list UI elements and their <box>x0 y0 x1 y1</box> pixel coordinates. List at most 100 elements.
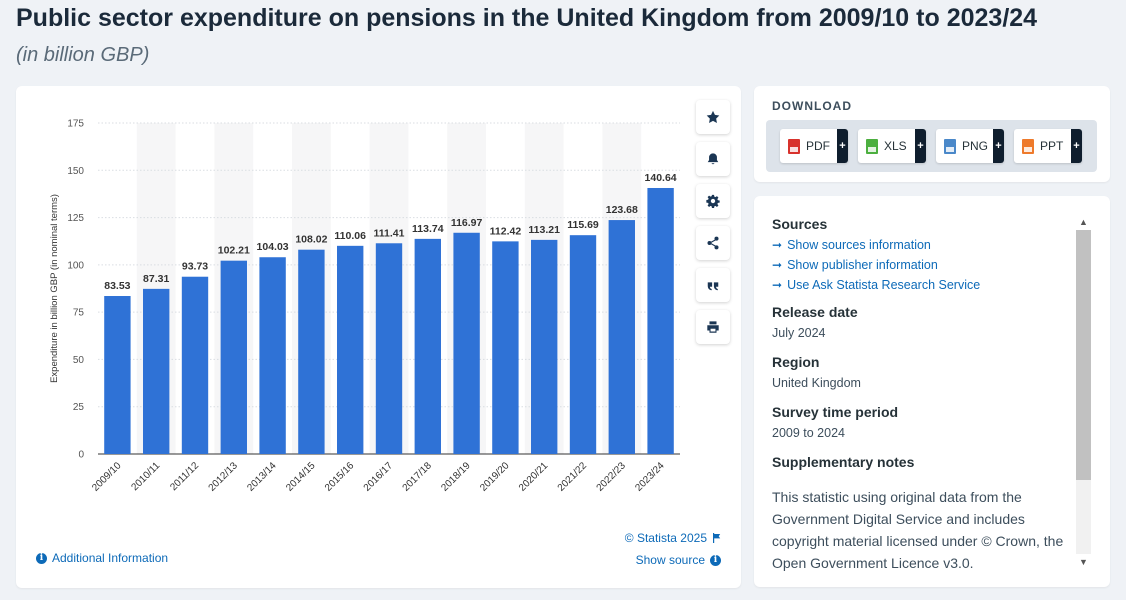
x-tick-label: 2015/16 <box>323 460 357 494</box>
survey-period-value: 2009 to 2024 <box>772 426 845 440</box>
x-tick-label: 2009/10 <box>90 460 124 494</box>
data-label: 113.74 <box>412 223 444 235</box>
show-source-text: Show source <box>635 553 705 567</box>
bar <box>104 296 131 454</box>
y-tick-label: 100 <box>67 260 84 271</box>
ask-statista-link[interactable]: ➞ Use Ask Statista Research Service <box>772 278 1067 292</box>
ppt-file-icon <box>1022 138 1034 154</box>
print-icon <box>707 321 719 333</box>
bar <box>608 220 635 454</box>
download-card: DOWNLOAD PDF + XLS + PNG + PPT + <box>754 86 1110 182</box>
scroll-up-icon[interactable]: ▲ <box>1079 217 1088 227</box>
data-label: 110.06 <box>334 230 366 242</box>
arrow-right-icon: ➞ <box>772 278 783 292</box>
region-heading: Region <box>772 354 820 370</box>
notification-button[interactable] <box>696 142 730 176</box>
quote-icon <box>707 282 719 291</box>
show-sources-link[interactable]: ➞ Show sources information <box>772 238 1067 252</box>
y-tick-label: 175 <box>67 119 84 130</box>
bar <box>337 245 364 454</box>
download-xls-button[interactable]: XLS + <box>858 129 926 163</box>
y-tick-label: 75 <box>73 308 85 319</box>
download-ppt-button[interactable]: PPT + <box>1014 129 1082 163</box>
data-label: 115.69 <box>567 219 599 231</box>
bar <box>531 239 558 454</box>
additional-information-link[interactable]: i Additional Information <box>36 551 168 565</box>
data-label: 116.97 <box>451 217 483 229</box>
share-button[interactable] <box>696 226 730 260</box>
additional-information-text: Additional Information <box>52 551 169 565</box>
page-title: Public sector expenditure on pensions in… <box>16 4 1038 32</box>
sources-heading: Sources <box>772 216 828 232</box>
download-xls-label: XLS <box>884 139 907 153</box>
data-label: 111.41 <box>374 227 405 239</box>
release-date-value: July 2024 <box>772 326 826 340</box>
x-tick-label: 2017/18 <box>401 460 435 494</box>
plus-icon: + <box>915 129 926 163</box>
chart-card: 0 25 50 75 100 125 150 175 Expenditure in billio… <box>16 86 741 588</box>
scroll-thumb[interactable] <box>1076 230 1091 480</box>
bar <box>259 257 286 454</box>
bar <box>298 249 325 454</box>
scroll-down-icon[interactable]: ▼ <box>1079 557 1088 567</box>
data-label: 104.03 <box>257 241 289 253</box>
y-tick-label: 25 <box>73 402 85 413</box>
download-heading: DOWNLOAD <box>772 99 852 113</box>
release-date-heading: Release date <box>772 304 858 320</box>
png-file-icon <box>944 138 956 154</box>
print-button[interactable] <box>696 310 730 344</box>
bar <box>647 187 674 454</box>
show-publisher-link[interactable]: ➞ Show publisher information <box>772 258 1067 272</box>
x-tick-label: 2020/21 <box>517 460 551 494</box>
bar-chart: 0 25 50 75 100 125 150 175 Expenditure in billio… <box>49 119 680 494</box>
bar <box>453 232 480 454</box>
supplementary-notes-heading: Supplementary notes <box>772 454 915 470</box>
download-png-label: PNG <box>962 139 989 153</box>
settings-button[interactable] <box>696 184 730 218</box>
bell-icon <box>707 153 719 165</box>
star-icon <box>706 110 720 123</box>
survey-period-heading: Survey time period <box>772 404 899 420</box>
x-tick-label: 2016/17 <box>362 460 396 494</box>
region-value: United Kingdom <box>772 376 861 390</box>
x-tick-label: 2023/24 <box>633 460 667 494</box>
x-tick-label: 2011/12 <box>168 460 201 493</box>
bar <box>414 238 441 454</box>
data-label: 83.53 <box>104 280 130 292</box>
y-tick-label: 150 <box>67 166 84 177</box>
arrow-right-icon: ➞ <box>772 258 783 272</box>
x-tick-label: 2013/14 <box>245 460 279 494</box>
download-pdf-button[interactable]: PDF + <box>780 129 848 163</box>
plus-icon: + <box>1071 129 1082 163</box>
pdf-file-icon <box>788 138 800 154</box>
show-source-link[interactable]: Show source i <box>636 553 721 567</box>
supplementary-notes-text: This statistic using original data from … <box>772 489 1064 571</box>
info-content: Sources ➞ Show sources information ➞ Sho… <box>772 216 1067 574</box>
bar <box>143 288 170 454</box>
download-pdf-label: PDF <box>806 139 830 153</box>
show-publisher-text: Show publisher information <box>787 258 938 272</box>
info-scrollbar[interactable]: ▲ ▼ <box>1076 216 1091 568</box>
bar <box>492 241 519 454</box>
flag-icon <box>713 533 721 543</box>
y-tick-label: 0 <box>78 450 84 461</box>
scroll-track[interactable] <box>1076 230 1091 554</box>
y-tick-label: 125 <box>67 213 84 224</box>
info-icon: i <box>36 552 47 564</box>
ask-statista-text: Use Ask Statista Research Service <box>787 278 981 292</box>
gear-icon <box>706 194 720 208</box>
x-tick-label: 2022/23 <box>595 460 629 494</box>
data-label: 140.64 <box>645 172 677 184</box>
arrow-right-icon: ➞ <box>772 238 783 252</box>
x-tick-label: 2019/20 <box>478 460 512 494</box>
x-tick-label: 2012/13 <box>207 460 241 494</box>
page-subtitle: (in billion GBP) <box>16 44 150 66</box>
bar <box>375 243 403 454</box>
xls-file-icon <box>866 138 878 154</box>
data-label: 108.02 <box>295 234 327 246</box>
cite-button[interactable] <box>696 268 730 302</box>
favorite-button[interactable] <box>696 100 730 134</box>
copyright-link[interactable]: © Statista 2025 <box>625 531 721 545</box>
download-png-button[interactable]: PNG + <box>936 129 1004 163</box>
download-ppt-label: PPT <box>1040 139 1064 153</box>
